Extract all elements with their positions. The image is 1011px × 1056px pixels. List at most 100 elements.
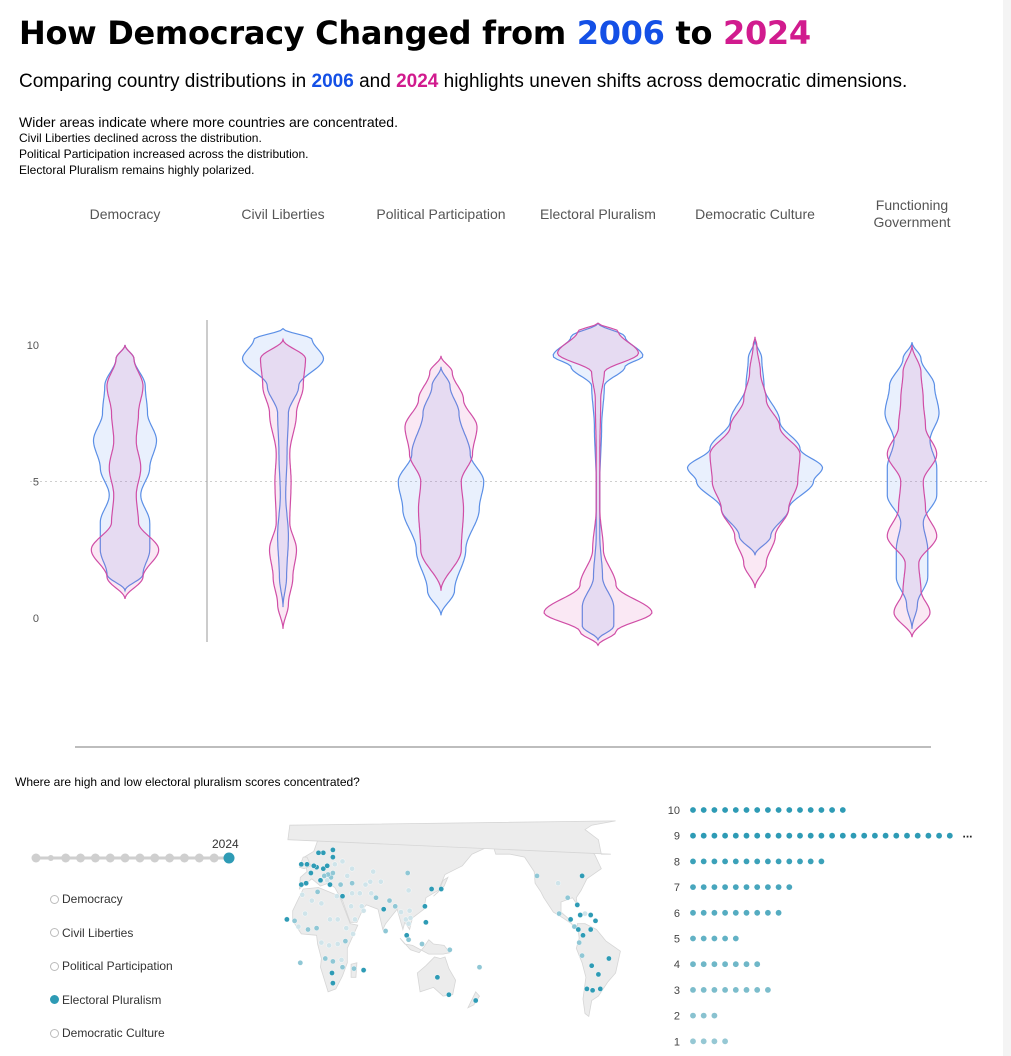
map-country-dot[interactable] xyxy=(534,873,540,879)
histogram-dot[interactable] xyxy=(893,832,900,839)
map-country-dot[interactable] xyxy=(298,881,305,888)
violin-2024-electoral-pluralism[interactable] xyxy=(543,322,653,647)
histogram-dot[interactable] xyxy=(700,987,707,993)
map-country-dot[interactable] xyxy=(476,964,483,971)
map-country-dot[interactable] xyxy=(326,942,332,949)
map-country-dot[interactable] xyxy=(298,861,305,868)
histogram-dot[interactable] xyxy=(754,807,761,813)
histogram-dot[interactable] xyxy=(765,807,771,813)
map-country-dot[interactable] xyxy=(386,897,393,904)
map-country-dot[interactable] xyxy=(343,925,350,931)
histogram-dot[interactable] xyxy=(690,987,696,993)
map-country-dot[interactable] xyxy=(373,894,379,901)
map-country-dot[interactable] xyxy=(382,928,389,934)
map-country-dot[interactable] xyxy=(446,991,452,998)
timeline-point[interactable] xyxy=(135,853,145,863)
histogram-dot[interactable] xyxy=(839,807,846,813)
histogram-dot[interactable] xyxy=(946,832,953,839)
histogram-dot[interactable] xyxy=(743,858,750,865)
histogram-dot[interactable] xyxy=(690,807,696,813)
histogram-dot[interactable] xyxy=(690,884,696,890)
map-country-dot[interactable] xyxy=(380,906,387,913)
map-country-dot[interactable] xyxy=(422,903,428,910)
timeline-point-selected[interactable] xyxy=(223,852,235,864)
map-country-dot[interactable] xyxy=(587,912,594,918)
histogram-dot[interactable] xyxy=(765,832,771,839)
histogram-dot[interactable] xyxy=(743,987,750,993)
map-country-dot[interactable] xyxy=(291,918,298,924)
histogram-dot[interactable] xyxy=(732,832,739,839)
map-country-dot[interactable] xyxy=(350,931,356,937)
histogram-dot[interactable] xyxy=(775,858,782,865)
histogram-dot[interactable] xyxy=(754,858,761,865)
histogram-dot[interactable] xyxy=(700,909,707,916)
map-country-dot[interactable] xyxy=(337,881,344,888)
histogram-dot[interactable] xyxy=(700,961,707,968)
histogram-dot[interactable] xyxy=(711,832,718,839)
histogram-dot[interactable] xyxy=(711,987,718,993)
histogram-dot[interactable] xyxy=(797,807,803,813)
histogram-dot[interactable] xyxy=(850,832,857,839)
map-country-dot[interactable] xyxy=(571,923,578,930)
histogram-dot[interactable] xyxy=(797,858,803,865)
map-country-dot[interactable] xyxy=(438,886,445,892)
map-country-dot[interactable] xyxy=(333,893,340,900)
map-country-dot[interactable] xyxy=(555,880,561,887)
violin-2024-functioning-government[interactable] xyxy=(886,344,938,638)
histogram-dot[interactable] xyxy=(786,858,793,865)
map-country-dot[interactable] xyxy=(579,952,585,959)
histogram-dot[interactable] xyxy=(754,987,761,993)
map-country-dot[interactable] xyxy=(315,850,322,856)
timeline-point[interactable] xyxy=(194,853,204,863)
map-country-dot[interactable] xyxy=(574,902,581,908)
histogram-dot[interactable] xyxy=(722,935,728,942)
violin-2024-democracy[interactable] xyxy=(90,344,160,600)
histogram-dot[interactable] xyxy=(722,832,728,839)
histogram-dot[interactable] xyxy=(711,807,718,813)
histogram-dot[interactable] xyxy=(700,935,707,942)
radio-civil-liberties[interactable]: Civil Liberties xyxy=(50,926,133,940)
map-country-dot[interactable] xyxy=(349,890,355,897)
histogram-dot[interactable] xyxy=(818,807,825,813)
histogram-dot[interactable] xyxy=(690,1038,696,1045)
histogram-dot[interactable] xyxy=(700,1012,707,1019)
map-country-dot[interactable] xyxy=(320,865,327,872)
map-country-dot[interactable] xyxy=(344,873,351,879)
histogram-dot[interactable] xyxy=(711,909,718,916)
histogram-dot[interactable] xyxy=(818,832,825,839)
histogram-dot[interactable] xyxy=(722,909,728,916)
map-country-dot[interactable] xyxy=(339,893,346,900)
map-country-dot[interactable] xyxy=(322,955,329,962)
timeline-point[interactable] xyxy=(165,853,175,863)
histogram-dot[interactable] xyxy=(732,935,739,942)
map-country-dot[interactable] xyxy=(419,941,425,947)
map-country-dot[interactable] xyxy=(404,870,411,876)
map-country-dot[interactable] xyxy=(295,923,302,930)
map-country-dot[interactable] xyxy=(329,970,335,976)
map-country-dot[interactable] xyxy=(330,980,336,986)
map-country-dot[interactable] xyxy=(339,858,346,865)
violin-2006-civil-liberties[interactable] xyxy=(241,327,325,608)
histogram-dot[interactable] xyxy=(711,858,718,865)
map-country-dot[interactable] xyxy=(334,941,341,947)
map-country-dot[interactable] xyxy=(304,861,310,868)
histogram-dot[interactable] xyxy=(775,807,782,813)
histogram-dot[interactable] xyxy=(743,909,750,916)
histogram-dot[interactable] xyxy=(700,1038,707,1045)
histogram-dot[interactable] xyxy=(722,961,728,968)
map-country-dot[interactable] xyxy=(330,854,336,860)
map-country-dot[interactable] xyxy=(318,900,325,907)
histogram-dot[interactable] xyxy=(700,832,707,839)
map-country-dot[interactable] xyxy=(331,861,338,868)
radio-democracy[interactable]: Democracy xyxy=(50,892,123,906)
histogram-dot[interactable] xyxy=(872,832,878,839)
map-country-dot[interactable] xyxy=(592,918,599,924)
map-country-dot[interactable] xyxy=(349,865,355,872)
timeline-point[interactable] xyxy=(179,853,189,863)
map-country-dot[interactable] xyxy=(405,920,412,927)
histogram-dot[interactable] xyxy=(743,884,750,890)
timeline-point[interactable] xyxy=(150,853,160,863)
histogram-dot[interactable] xyxy=(775,884,782,890)
map-country-dot[interactable] xyxy=(360,907,367,914)
histogram-dot[interactable] xyxy=(786,832,793,839)
